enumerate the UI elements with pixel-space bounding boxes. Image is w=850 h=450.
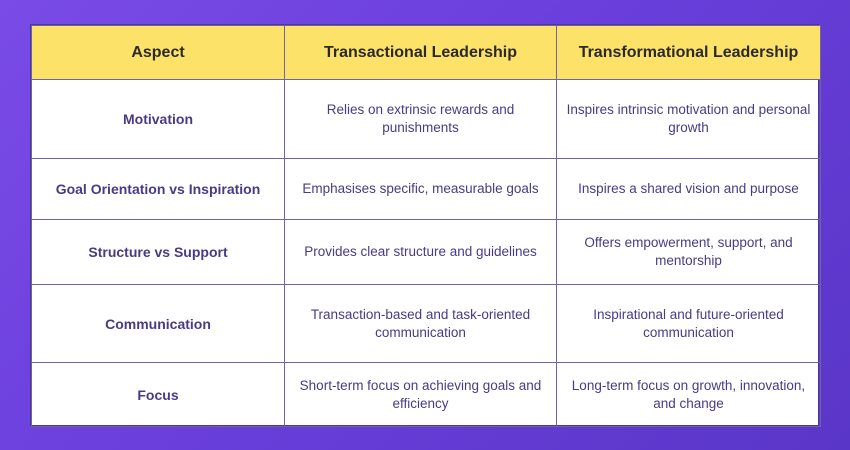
row-transactional: Transaction-based and task-oriented comm… xyxy=(284,284,557,363)
comparison-table-container: Aspect Transactional Leadership Transfor… xyxy=(30,24,821,427)
row-aspect: Goal Orientation vs Inspiration xyxy=(31,158,285,220)
table-header-row: Aspect Transactional Leadership Transfor… xyxy=(31,25,821,80)
row-transactional: Relies on extrinsic rewards and punishme… xyxy=(284,79,557,159)
table-row: Structure vs Support Provides clear stru… xyxy=(31,219,821,285)
row-transformational: Long-term focus on growth, innovation, a… xyxy=(556,362,821,427)
row-transformational: Offers empowerment, support, and mentors… xyxy=(556,219,821,285)
table-row: Motivation Relies on extrinsic rewards a… xyxy=(31,79,821,159)
row-transactional: Short-term focus on achieving goals and … xyxy=(284,362,557,427)
table-row: Communication Transaction-based and task… xyxy=(31,284,821,363)
table-row: Goal Orientation vs Inspiration Emphasis… xyxy=(31,158,821,220)
header-aspect: Aspect xyxy=(31,25,285,80)
row-transformational: Inspirational and future-oriented commun… xyxy=(556,284,821,363)
comparison-table: Aspect Transactional Leadership Transfor… xyxy=(31,25,821,427)
row-transactional: Emphasises specific, measurable goals xyxy=(284,158,557,220)
row-aspect: Focus xyxy=(31,362,285,427)
row-aspect: Communication xyxy=(31,284,285,363)
row-transformational: Inspires intrinsic motivation and person… xyxy=(556,79,821,159)
row-transactional: Provides clear structure and guidelines xyxy=(284,219,557,285)
table-row: Focus Short-term focus on achieving goal… xyxy=(31,362,821,427)
row-aspect: Structure vs Support xyxy=(31,219,285,285)
header-transactional: Transactional Leadership xyxy=(284,25,557,80)
row-aspect: Motivation xyxy=(31,79,285,159)
row-transformational: Inspires a shared vision and purpose xyxy=(556,158,821,220)
header-transformational: Transformational Leadership xyxy=(556,25,821,80)
